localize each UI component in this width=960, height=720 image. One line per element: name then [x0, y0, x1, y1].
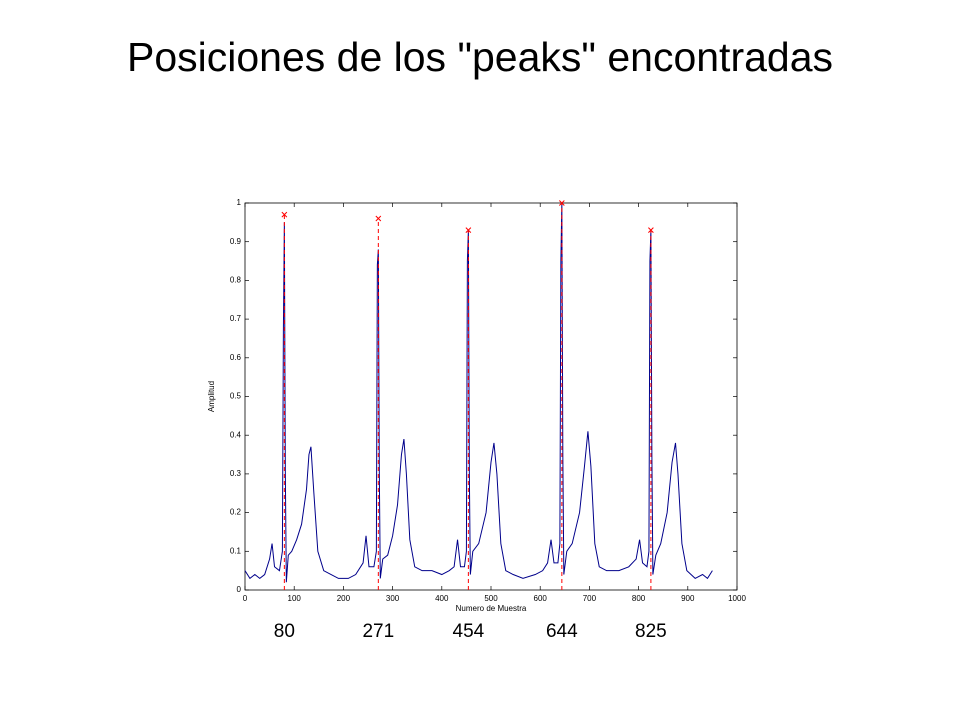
peak-label: 271: [362, 621, 394, 642]
peak-marker-stroke: [648, 227, 654, 233]
x-tick-label: 200: [337, 594, 351, 603]
x-tick-label: 900: [681, 594, 695, 603]
y-tick-label: 0.9: [230, 237, 242, 246]
y-tick-label: 0: [237, 585, 242, 594]
peak-marker: [648, 227, 654, 233]
y-tick-label: 0.3: [230, 469, 242, 478]
y-tick-label: 1: [237, 198, 242, 207]
y-axis-label: Amplitud: [207, 381, 216, 412]
x-tick-label: 600: [534, 594, 548, 603]
peak-marker-stroke: [281, 211, 288, 218]
peak-label: 825: [635, 621, 667, 642]
peak-label: 644: [546, 621, 578, 642]
chart-title: Posiciones de los "peaks" encontradas: [127, 34, 833, 80]
peak-marker-stroke: [558, 200, 565, 206]
y-tick-label: 0.2: [230, 508, 242, 517]
peak-marker: [281, 211, 288, 218]
peak-marker-stroke: [375, 215, 382, 222]
peak-marker: [558, 200, 565, 206]
x-tick-label: 700: [583, 594, 597, 603]
x-tick-label: 0: [243, 594, 248, 603]
title-line: Posiciones de los "peaks" encontradas: [127, 34, 833, 80]
x-tick-label: 1000: [728, 594, 746, 603]
x-tick-label: 300: [386, 594, 400, 603]
x-tick-label: 800: [632, 594, 646, 603]
y-tick-label: 0.4: [230, 430, 242, 439]
peak-marker: [375, 215, 382, 222]
plot-area: [244, 202, 738, 591]
y-tick-label: 0.8: [230, 276, 242, 285]
peak-marker: [465, 227, 472, 233]
x-tick-label: 400: [435, 594, 449, 603]
y-tick-label: 0.7: [230, 314, 242, 323]
x-tick-label: 100: [288, 594, 302, 603]
peak-label: 80: [274, 621, 295, 642]
y-tick-label: 0.6: [230, 353, 242, 362]
y-tick-label: 0.5: [230, 392, 242, 401]
peak-marker-stroke: [465, 227, 472, 233]
x-axis-label: Numero de Muestra: [456, 604, 527, 613]
y-tick-label: 0.1: [230, 546, 242, 555]
peak-label: 454: [453, 621, 485, 642]
x-tick-label: 500: [484, 594, 498, 603]
